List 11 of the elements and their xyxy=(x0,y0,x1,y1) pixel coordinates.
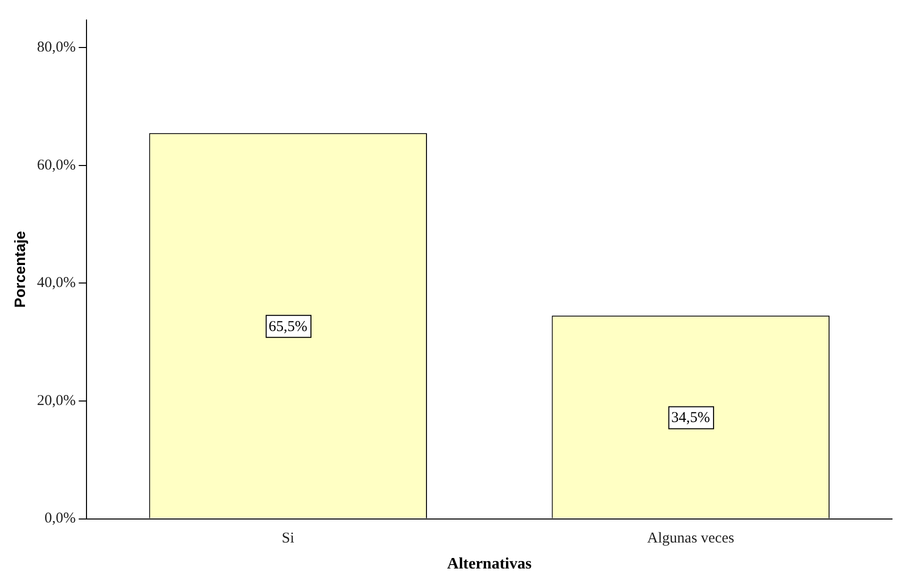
y-tick-label: 0,0% xyxy=(44,510,76,527)
y-tick-label: 40,0% xyxy=(36,275,76,292)
x-tick-label: Algunas veces xyxy=(647,530,734,547)
x-tick-label: Si xyxy=(282,530,294,547)
y-axis-title: Porcentaje xyxy=(12,231,30,308)
x-axis-title: Alternativas xyxy=(447,556,532,573)
data-label: 34,5% xyxy=(671,410,710,426)
y-tick-label: 80,0% xyxy=(36,40,76,56)
y-tick-label: 20,0% xyxy=(36,392,76,409)
data-label: 65,5% xyxy=(268,318,308,335)
y-tick-label: 60,0% xyxy=(36,157,76,174)
